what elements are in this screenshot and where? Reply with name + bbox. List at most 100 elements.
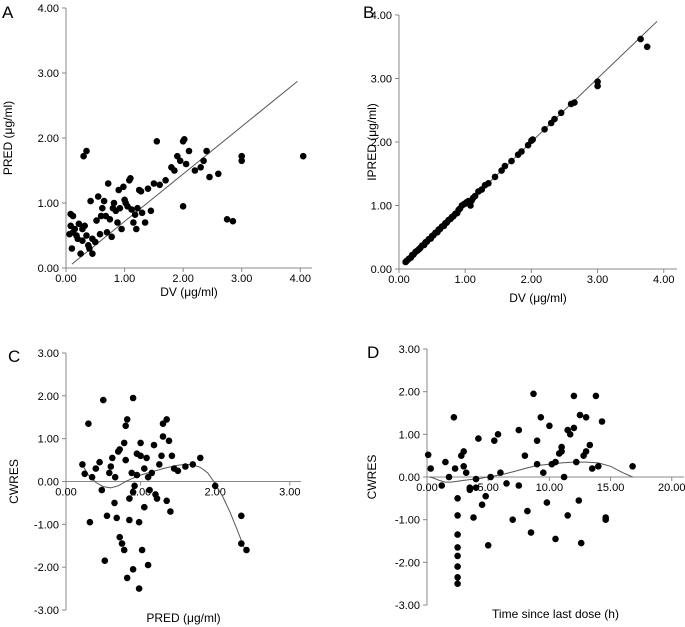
data-point <box>120 439 128 447</box>
data-point <box>454 574 461 581</box>
data-point <box>454 580 461 587</box>
data-point <box>475 435 482 442</box>
panel-d: D -3.00 -2.00 -1.00 0.00 1.00 2.00 3.00 0.00 5.00… <box>365 343 685 621</box>
data-point <box>96 230 104 238</box>
data-point <box>487 473 494 481</box>
data-point <box>80 152 87 160</box>
data-point <box>424 451 432 459</box>
data-point <box>586 441 594 449</box>
y-tick-label: 2.00 <box>38 391 59 403</box>
data-point <box>92 238 99 246</box>
data-point <box>595 463 602 470</box>
y-tick-label: 2.00 <box>38 133 59 145</box>
data-point <box>501 162 509 170</box>
data-point <box>238 512 245 520</box>
data-point <box>454 552 461 560</box>
data-point <box>537 414 545 421</box>
panel-letter: C <box>8 347 20 366</box>
data-point <box>466 484 474 492</box>
trend-line <box>429 461 633 483</box>
x-tick-label: 20.00 <box>658 482 685 494</box>
data-point <box>146 486 153 494</box>
data-point <box>144 185 152 192</box>
data-point <box>109 454 116 462</box>
data-point <box>438 482 446 489</box>
y-tick-label: 1.00 <box>38 434 59 446</box>
data-point <box>181 136 188 143</box>
data-point <box>445 473 453 481</box>
data-point <box>484 542 492 549</box>
data-point <box>86 245 93 252</box>
data-point <box>126 516 133 524</box>
data-point <box>137 439 144 447</box>
x-tick-label: 2.00 <box>521 274 542 286</box>
data-point <box>223 216 231 223</box>
data-point <box>143 454 150 462</box>
data-point <box>133 225 140 233</box>
data-point <box>116 446 123 453</box>
data-point <box>189 461 197 468</box>
y-tick-label: 4.00 <box>38 3 59 15</box>
data-point <box>497 469 504 477</box>
data-point <box>543 499 551 506</box>
data-point <box>128 469 135 477</box>
data-point <box>131 482 138 490</box>
data-point <box>168 452 176 460</box>
data-point <box>524 507 531 515</box>
data-point <box>427 465 435 472</box>
data-point <box>141 503 148 511</box>
panel-c: C -3.00 -2.00 -1.00 0.00 1.00 2.00 3.00 0.00 1.00… <box>7 347 301 625</box>
data-point <box>238 157 245 165</box>
data-point <box>462 469 470 477</box>
data-point <box>130 219 137 226</box>
data-point <box>68 245 76 252</box>
x-tick-label: 2.00 <box>204 487 225 499</box>
data-point <box>118 540 126 547</box>
data-point <box>598 418 606 425</box>
data-point <box>472 484 480 492</box>
data-point <box>126 495 133 502</box>
data-point <box>129 566 137 573</box>
data-point <box>79 461 86 468</box>
y-axis-label: PRED (μg/ml) <box>1 101 15 175</box>
data-point <box>163 416 170 423</box>
data-point <box>165 437 173 445</box>
data-point <box>150 441 158 449</box>
data-point <box>141 465 148 472</box>
data-point <box>118 225 125 233</box>
x-tick-label: 10.00 <box>536 482 564 494</box>
data-point <box>491 173 499 181</box>
data-point <box>478 501 486 509</box>
data-point <box>98 486 106 494</box>
data-point <box>570 424 578 432</box>
data-point <box>588 465 596 472</box>
y-tick-label: 3.00 <box>399 344 420 356</box>
data-point <box>111 499 118 507</box>
data-point <box>77 250 84 257</box>
y-axis-label: IPRED (μg/ml) <box>365 103 379 181</box>
x-tick-label: 3.00 <box>587 274 608 286</box>
data-point <box>113 514 120 522</box>
data-point <box>153 495 161 502</box>
y-tick-label: 3.00 <box>38 348 59 360</box>
panel-letter: D <box>367 343 379 362</box>
data-point <box>185 147 193 155</box>
y-tick-label: 0.00 <box>38 263 59 275</box>
data-point <box>546 422 553 430</box>
data-point <box>503 480 510 487</box>
data-point <box>96 458 103 466</box>
data-point <box>135 585 143 592</box>
data-point <box>211 482 219 490</box>
data-point <box>573 458 580 466</box>
data-point <box>206 173 213 181</box>
data-point <box>107 463 115 470</box>
data-point <box>530 390 537 398</box>
data-point <box>122 456 129 464</box>
data-point <box>454 531 461 538</box>
data-point <box>491 437 498 445</box>
data-point <box>515 426 523 434</box>
data-point <box>558 448 565 455</box>
y-axis-label: CWRES <box>365 455 379 500</box>
data-point <box>460 463 468 470</box>
data-point <box>515 482 523 489</box>
